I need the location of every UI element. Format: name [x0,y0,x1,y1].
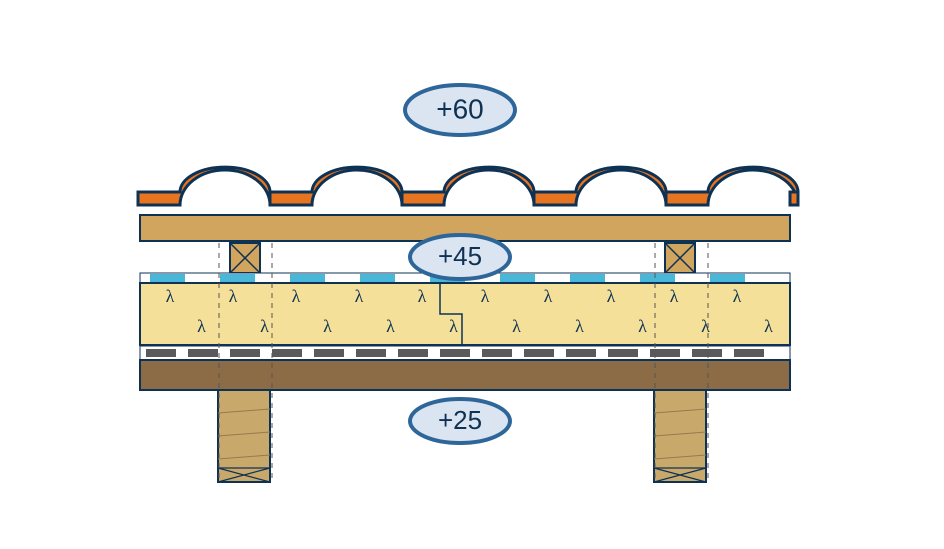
lambda-icon: λ [260,316,269,336]
lambda-icon: λ [607,286,616,306]
temp-label-top-text: +60 [436,93,484,124]
lambda-icon: λ [701,316,710,336]
roof-tiles [138,167,798,205]
rafter-0 [218,390,270,482]
lambda-icon: λ [670,286,679,306]
bottom-beam [140,360,790,390]
lambda-icon: λ [355,286,364,306]
insulation-layer [140,283,790,345]
lambda-icon: λ [197,316,206,336]
lambda-icon: λ [764,316,773,336]
rafter-1 [654,390,706,482]
lambda-icon: λ [418,286,427,306]
roof-cross-section-diagram: λ λ λ λ λ λ λ λ λ λ λ λ λ λ λ λ λ λ λ λ +60 +45 +25 [0,0,944,549]
lambda-icon: λ [481,286,490,306]
temp-label-bottom-text: +25 [438,405,482,435]
lambda-icon: λ [512,316,521,336]
counter-batten-1 [665,243,695,273]
lambda-icon: λ [229,286,238,306]
lambda-icon: λ [386,316,395,336]
lambda-icon: λ [733,286,742,306]
lambda-icon: λ [166,286,175,306]
lambda-icon: λ [323,316,332,336]
lambda-icon: λ [544,286,553,306]
lambda-icon: λ [449,316,458,336]
lambda-icon: λ [575,316,584,336]
temp-label-bottom: +25 [410,399,510,443]
lambda-icon: λ [292,286,301,306]
temp-label-middle: +45 [410,235,510,279]
temp-label-top: +60 [405,85,515,135]
lambda-icon: λ [638,316,647,336]
temp-label-middle-text: +45 [438,241,482,271]
counter-batten-0 [230,243,260,273]
